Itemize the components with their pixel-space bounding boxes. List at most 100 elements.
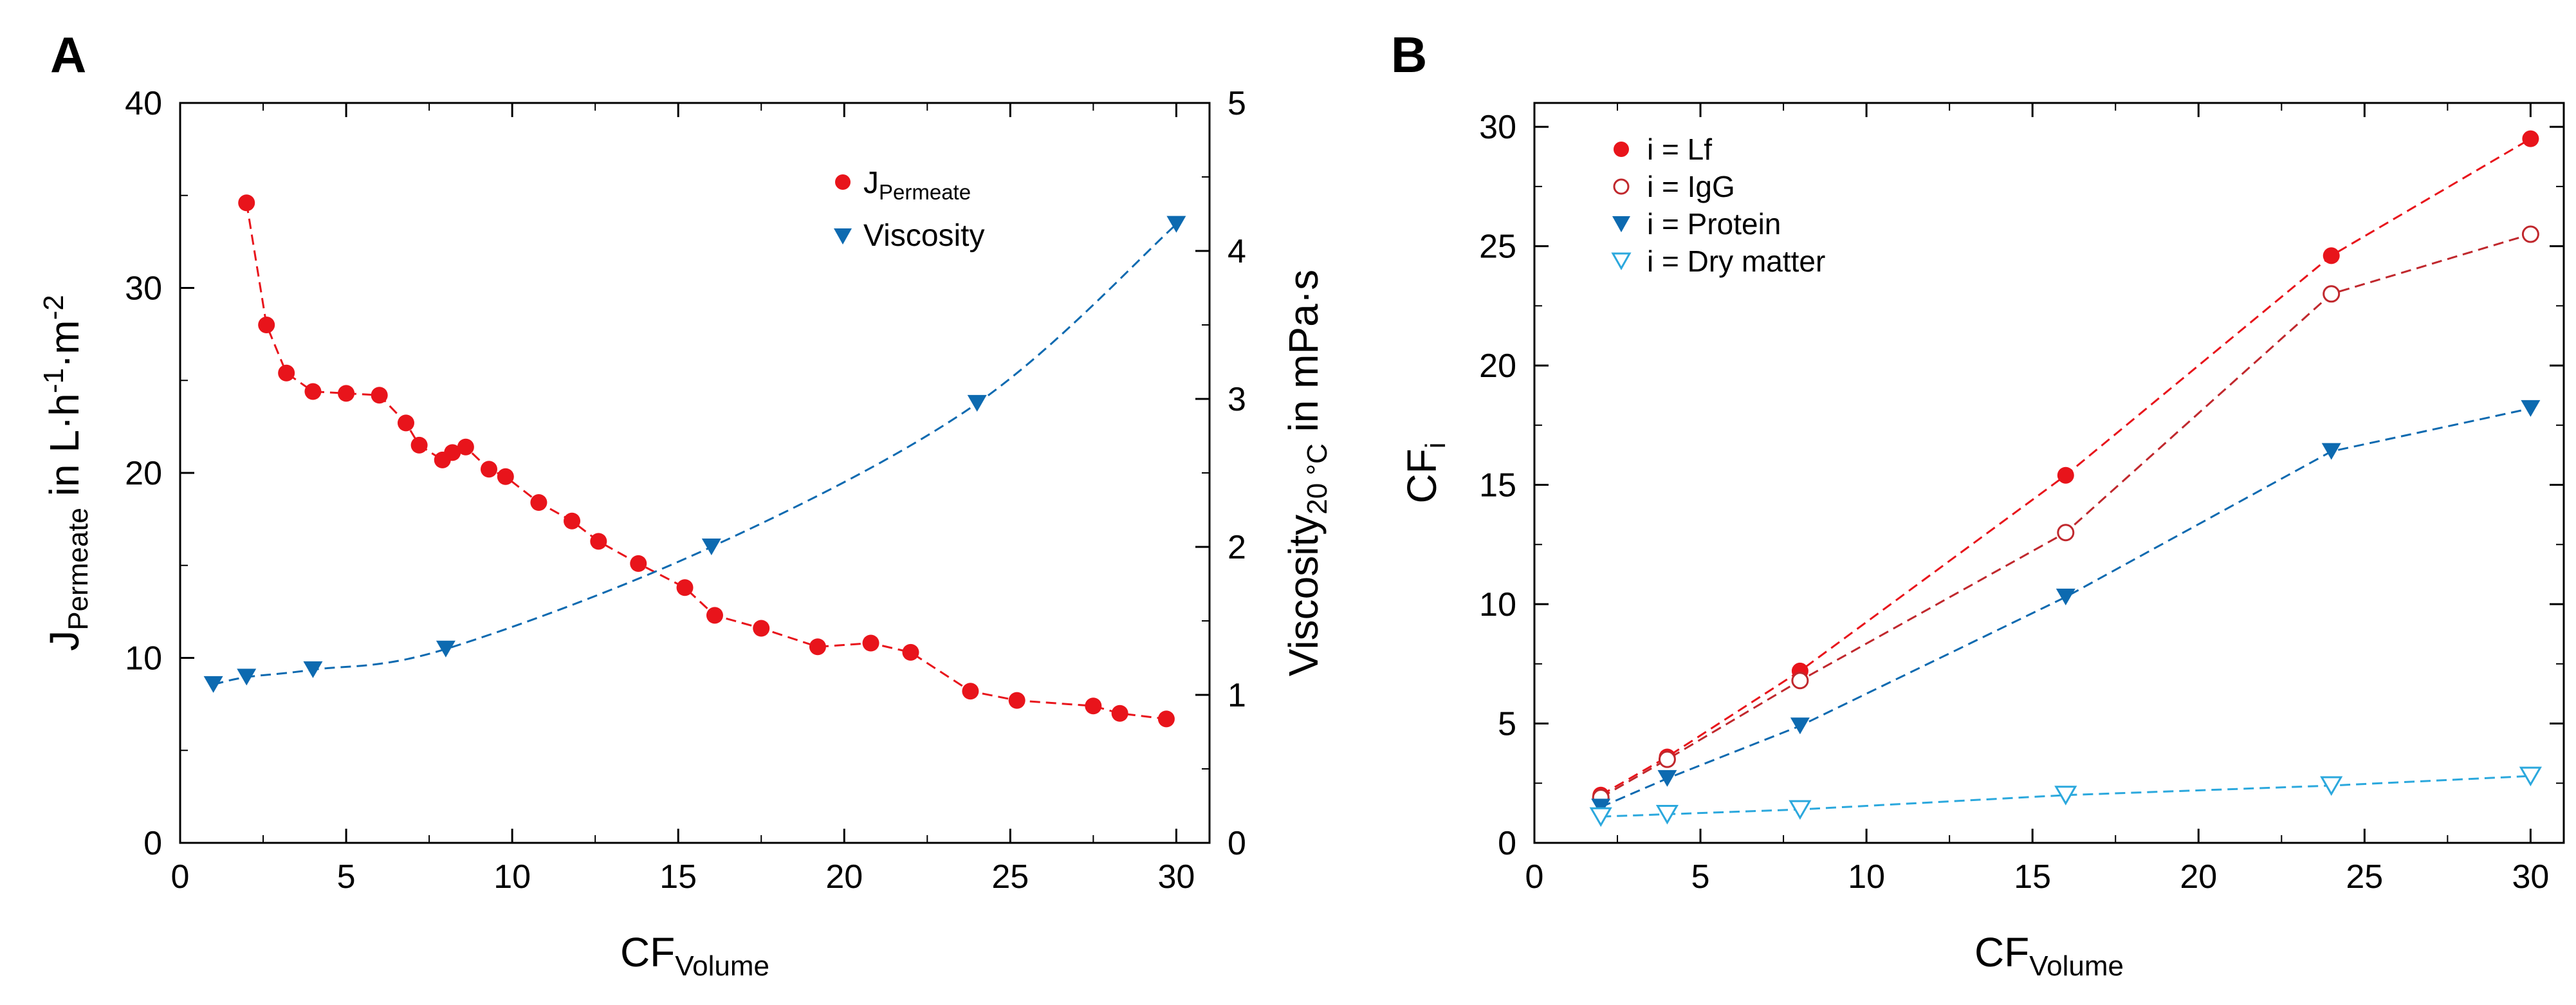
- data-point-B-0-5: [2522, 130, 2539, 147]
- data-point-A-0-20: [809, 638, 826, 656]
- data-point-A-1-1: [237, 668, 257, 686]
- data-point-A-1-2: [303, 661, 323, 678]
- legend-a-marker-viscosity: [834, 228, 852, 244]
- x-tick-label-A-4: 20: [825, 858, 863, 896]
- data-point-A-1-5: [967, 394, 987, 412]
- data-point-A-0-2: [278, 364, 295, 382]
- legend-b-marker-lf: [1614, 142, 1629, 157]
- panel-a-label: A: [50, 26, 86, 83]
- data-point-B-3-2: [1789, 800, 1812, 820]
- legend-b-label-lf: i = Lf: [1647, 133, 1712, 166]
- data-point-B-0-4: [2323, 247, 2340, 264]
- x-tick-label-A-0: 0: [171, 858, 190, 896]
- data-point-A-0-26: [1111, 705, 1128, 722]
- data-point-A-0-14: [564, 512, 581, 530]
- data-point-A-1-0: [203, 676, 223, 693]
- panel-a-points: [203, 194, 1186, 728]
- data-point-A-0-15: [590, 533, 607, 550]
- y-right-tick-label-A-1: 1: [1228, 677, 1246, 714]
- data-point-B-2-5: [2521, 400, 2541, 417]
- data-point-B-2-3: [2056, 588, 2075, 605]
- data-point-A-0-6: [397, 414, 414, 432]
- y-tick-label-B-4: 20: [1479, 347, 1516, 385]
- ylabel-right-rest: in mPa·s: [1280, 270, 1327, 443]
- y-tick-label-B-3: 15: [1479, 467, 1516, 504]
- series-line-B-1: [1600, 233, 2531, 798]
- y-tick-label-A-1: 10: [125, 640, 162, 678]
- data-point-B-2-1: [1657, 770, 1677, 787]
- data-point-A-0-23: [962, 683, 979, 700]
- y-tick-label-A-2: 20: [125, 455, 162, 492]
- ylabel-right-main: Viscosity: [1280, 515, 1327, 676]
- series-line-B-3: [1601, 775, 2531, 818]
- panel-a-plot-frame: [179, 102, 1211, 844]
- data-point-A-0-11: [481, 461, 497, 478]
- panel-b-lines: [1600, 138, 2532, 818]
- panel-b-label: B: [1391, 26, 1427, 83]
- data-point-A-0-7: [410, 436, 428, 454]
- x-tick-label-A-3: 15: [659, 858, 697, 896]
- data-point-B-3-3: [2054, 786, 2077, 806]
- ylabel-left-sup2: -2: [38, 295, 69, 320]
- data-point-B-2-4: [2321, 443, 2341, 460]
- data-point-A-0-9: [444, 444, 461, 461]
- x-tick-label-B-6: 30: [2512, 858, 2549, 896]
- y-tick-label-B-0: 0: [1498, 825, 1516, 862]
- y-tick-label-A-4: 40: [125, 85, 162, 122]
- panel-a-xlabel: CFVolume: [620, 929, 769, 982]
- panel-a-lines: [213, 203, 1177, 720]
- data-point-B-3-0: [1589, 807, 1612, 827]
- x-tick-label-A-6: 30: [1157, 858, 1195, 896]
- series-line-B-2: [1600, 407, 2531, 808]
- y-right-tick-label-A-3: 3: [1228, 381, 1246, 418]
- ylabel-left-rest: in L·h: [41, 393, 87, 508]
- data-point-B-1-3: [2057, 524, 2075, 542]
- data-point-A-0-0: [238, 194, 255, 212]
- panel-b-ticks: 0 5 10 15 20 25 30 0 5 10 15 20 25 30: [1479, 103, 2564, 896]
- panel-b-plot-frame: [1533, 102, 2565, 844]
- xlabel-a-main: CF: [620, 929, 675, 975]
- data-point-B-2-0: [1591, 798, 1611, 816]
- y-tick-label-B-1: 5: [1498, 706, 1516, 743]
- data-point-B-0-3: [2057, 466, 2074, 484]
- panel-b-xlabel: CFVolume: [1974, 929, 2124, 982]
- xlabel-a-sub: Volume: [675, 950, 769, 982]
- y-right-tick-label-A-5: 5: [1228, 85, 1246, 122]
- xlabel-b-main: CF: [1974, 929, 2029, 975]
- data-point-A-1-3: [436, 640, 455, 658]
- data-point-A-1-4: [701, 539, 721, 555]
- ylabel-b-sub: i: [1420, 442, 1451, 448]
- ylabel-left-main: J: [41, 631, 87, 651]
- legend-b-marker-igg: [1613, 178, 1630, 195]
- data-point-A-0-27: [1157, 710, 1175, 728]
- data-point-B-1-5: [2521, 225, 2539, 243]
- data-point-A-0-1: [258, 317, 275, 333]
- x-tick-label-A-2: 10: [493, 858, 531, 896]
- x-tick-label-B-3: 15: [2014, 858, 2051, 896]
- data-point-B-1-2: [1791, 672, 1809, 690]
- ylabel-right-sub: 20 °C: [1302, 443, 1333, 515]
- legend-b-marker-protein: [1612, 216, 1630, 232]
- series-line-A-1: [213, 223, 1177, 686]
- y-tick-label-B-5: 25: [1479, 228, 1516, 266]
- ylabel-b-main: CF: [1399, 448, 1445, 503]
- series-line-A-0: [245, 203, 1167, 720]
- legend-b-label-protein: i = Protein: [1647, 207, 1781, 241]
- data-point-A-0-21: [862, 634, 879, 652]
- data-point-B-2-2: [1790, 717, 1810, 735]
- legend-b-marker-drymatter: [1611, 252, 1632, 271]
- panel-a-legend: JPermeate Viscosity: [834, 166, 985, 253]
- data-point-A-0-25: [1085, 697, 1102, 715]
- legend-a-marker-jpermeate: [835, 174, 851, 190]
- data-point-B-3-4: [2320, 776, 2343, 796]
- xlabel-b-sub: Volume: [2029, 950, 2124, 982]
- x-tick-label-B-4: 20: [2180, 858, 2217, 896]
- panel-b-legend: i = Lf i = IgG i = Protein i = Dry matte…: [1611, 133, 1825, 278]
- data-point-A-0-3: [304, 383, 322, 400]
- y-tick-label-B-2: 10: [1479, 586, 1516, 623]
- data-point-B-3-5: [2519, 766, 2542, 787]
- legend-a-jpermeate-sub: Permeate: [879, 180, 971, 204]
- x-tick-label-A-1: 5: [337, 858, 356, 896]
- x-tick-label-B-2: 10: [1848, 858, 1885, 896]
